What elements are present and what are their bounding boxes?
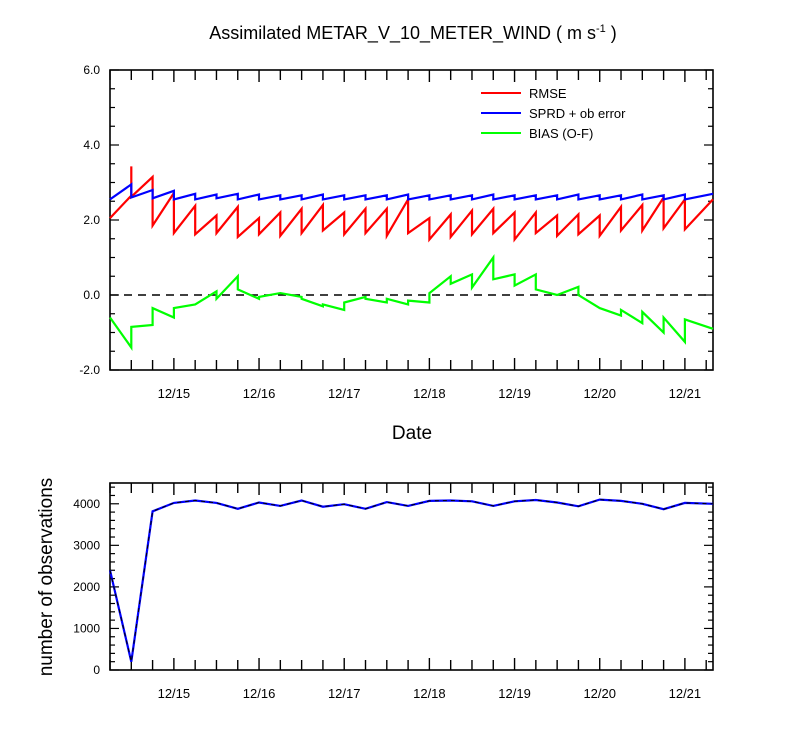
title-superscript: -1	[596, 23, 606, 35]
x-tick-label: 12/19	[498, 686, 531, 701]
series-line-assimilated-observations	[108, 498, 714, 662]
x-axis-title: Date	[392, 423, 432, 444]
plot-frame	[109, 482, 714, 671]
series-line-sprd-ob-error	[109, 182, 714, 201]
y-tick-marks	[110, 486, 713, 671]
title-main: Assimilated METAR_V_10_METER_WIND ( m s	[209, 23, 596, 44]
y-axis-title-observations: number of observations	[36, 478, 57, 677]
top-plot-area: -2.0 0.0 2.0 4.0 6.0 12/15 12/16 12/17 12/18 12/1…	[79, 63, 714, 401]
x-tick-label: 12/19	[498, 386, 531, 401]
y-tick-label: 2000	[73, 580, 100, 594]
y-tick-label: 6.0	[83, 63, 100, 77]
series-line-bias-o-f	[109, 254, 714, 351]
y-tick-label: 0.0	[83, 288, 100, 302]
legend-label: BIAS (O-F)	[529, 126, 593, 141]
y-tick-label: 2.0	[83, 213, 100, 227]
y-tick-label: 1000	[73, 621, 100, 635]
title-close: )	[606, 23, 617, 43]
legend-label: SPRD + ob error	[529, 106, 626, 121]
x-tick-label: 12/16	[243, 686, 276, 701]
x-tick-label: 12/17	[328, 386, 361, 401]
x-tick-label: 12/18	[413, 686, 446, 701]
x-tick-label: 12/16	[243, 386, 276, 401]
x-tick-label: 12/15	[158, 386, 191, 401]
x-tick-label: 12/20	[583, 686, 616, 701]
series-line-overlay	[109, 499, 714, 662]
y-tick-label: 3000	[73, 538, 100, 552]
legend-label: RMSE	[529, 86, 567, 101]
y-tick-label: 4000	[73, 497, 100, 511]
y-tick-label: 0	[93, 663, 100, 677]
x-tick-marks	[109, 70, 707, 370]
x-tick-label: 12/21	[669, 386, 702, 401]
x-tick-label: 12/20	[583, 386, 616, 401]
series-line-rmse	[109, 166, 714, 243]
y-tick-label: -2.0	[79, 363, 100, 377]
legend: RMSE SPRD + ob error BIAS (O-F)	[481, 86, 626, 141]
x-tick-label: 12/18	[413, 386, 446, 401]
chart-title: Assimilated METAR_V_10_METER_WIND ( m s-…	[209, 23, 617, 44]
x-tick-label: 12/17	[328, 686, 361, 701]
x-tick-marks	[109, 483, 707, 670]
x-tick-label: 12/21	[669, 686, 702, 701]
y-tick-label: 4.0	[83, 138, 100, 152]
x-tick-label: 12/15	[158, 686, 191, 701]
bottom-plot-area: 0 1000 2000 3000 4000 12/15 12/16 12/17 12/18 12/…	[73, 482, 714, 701]
